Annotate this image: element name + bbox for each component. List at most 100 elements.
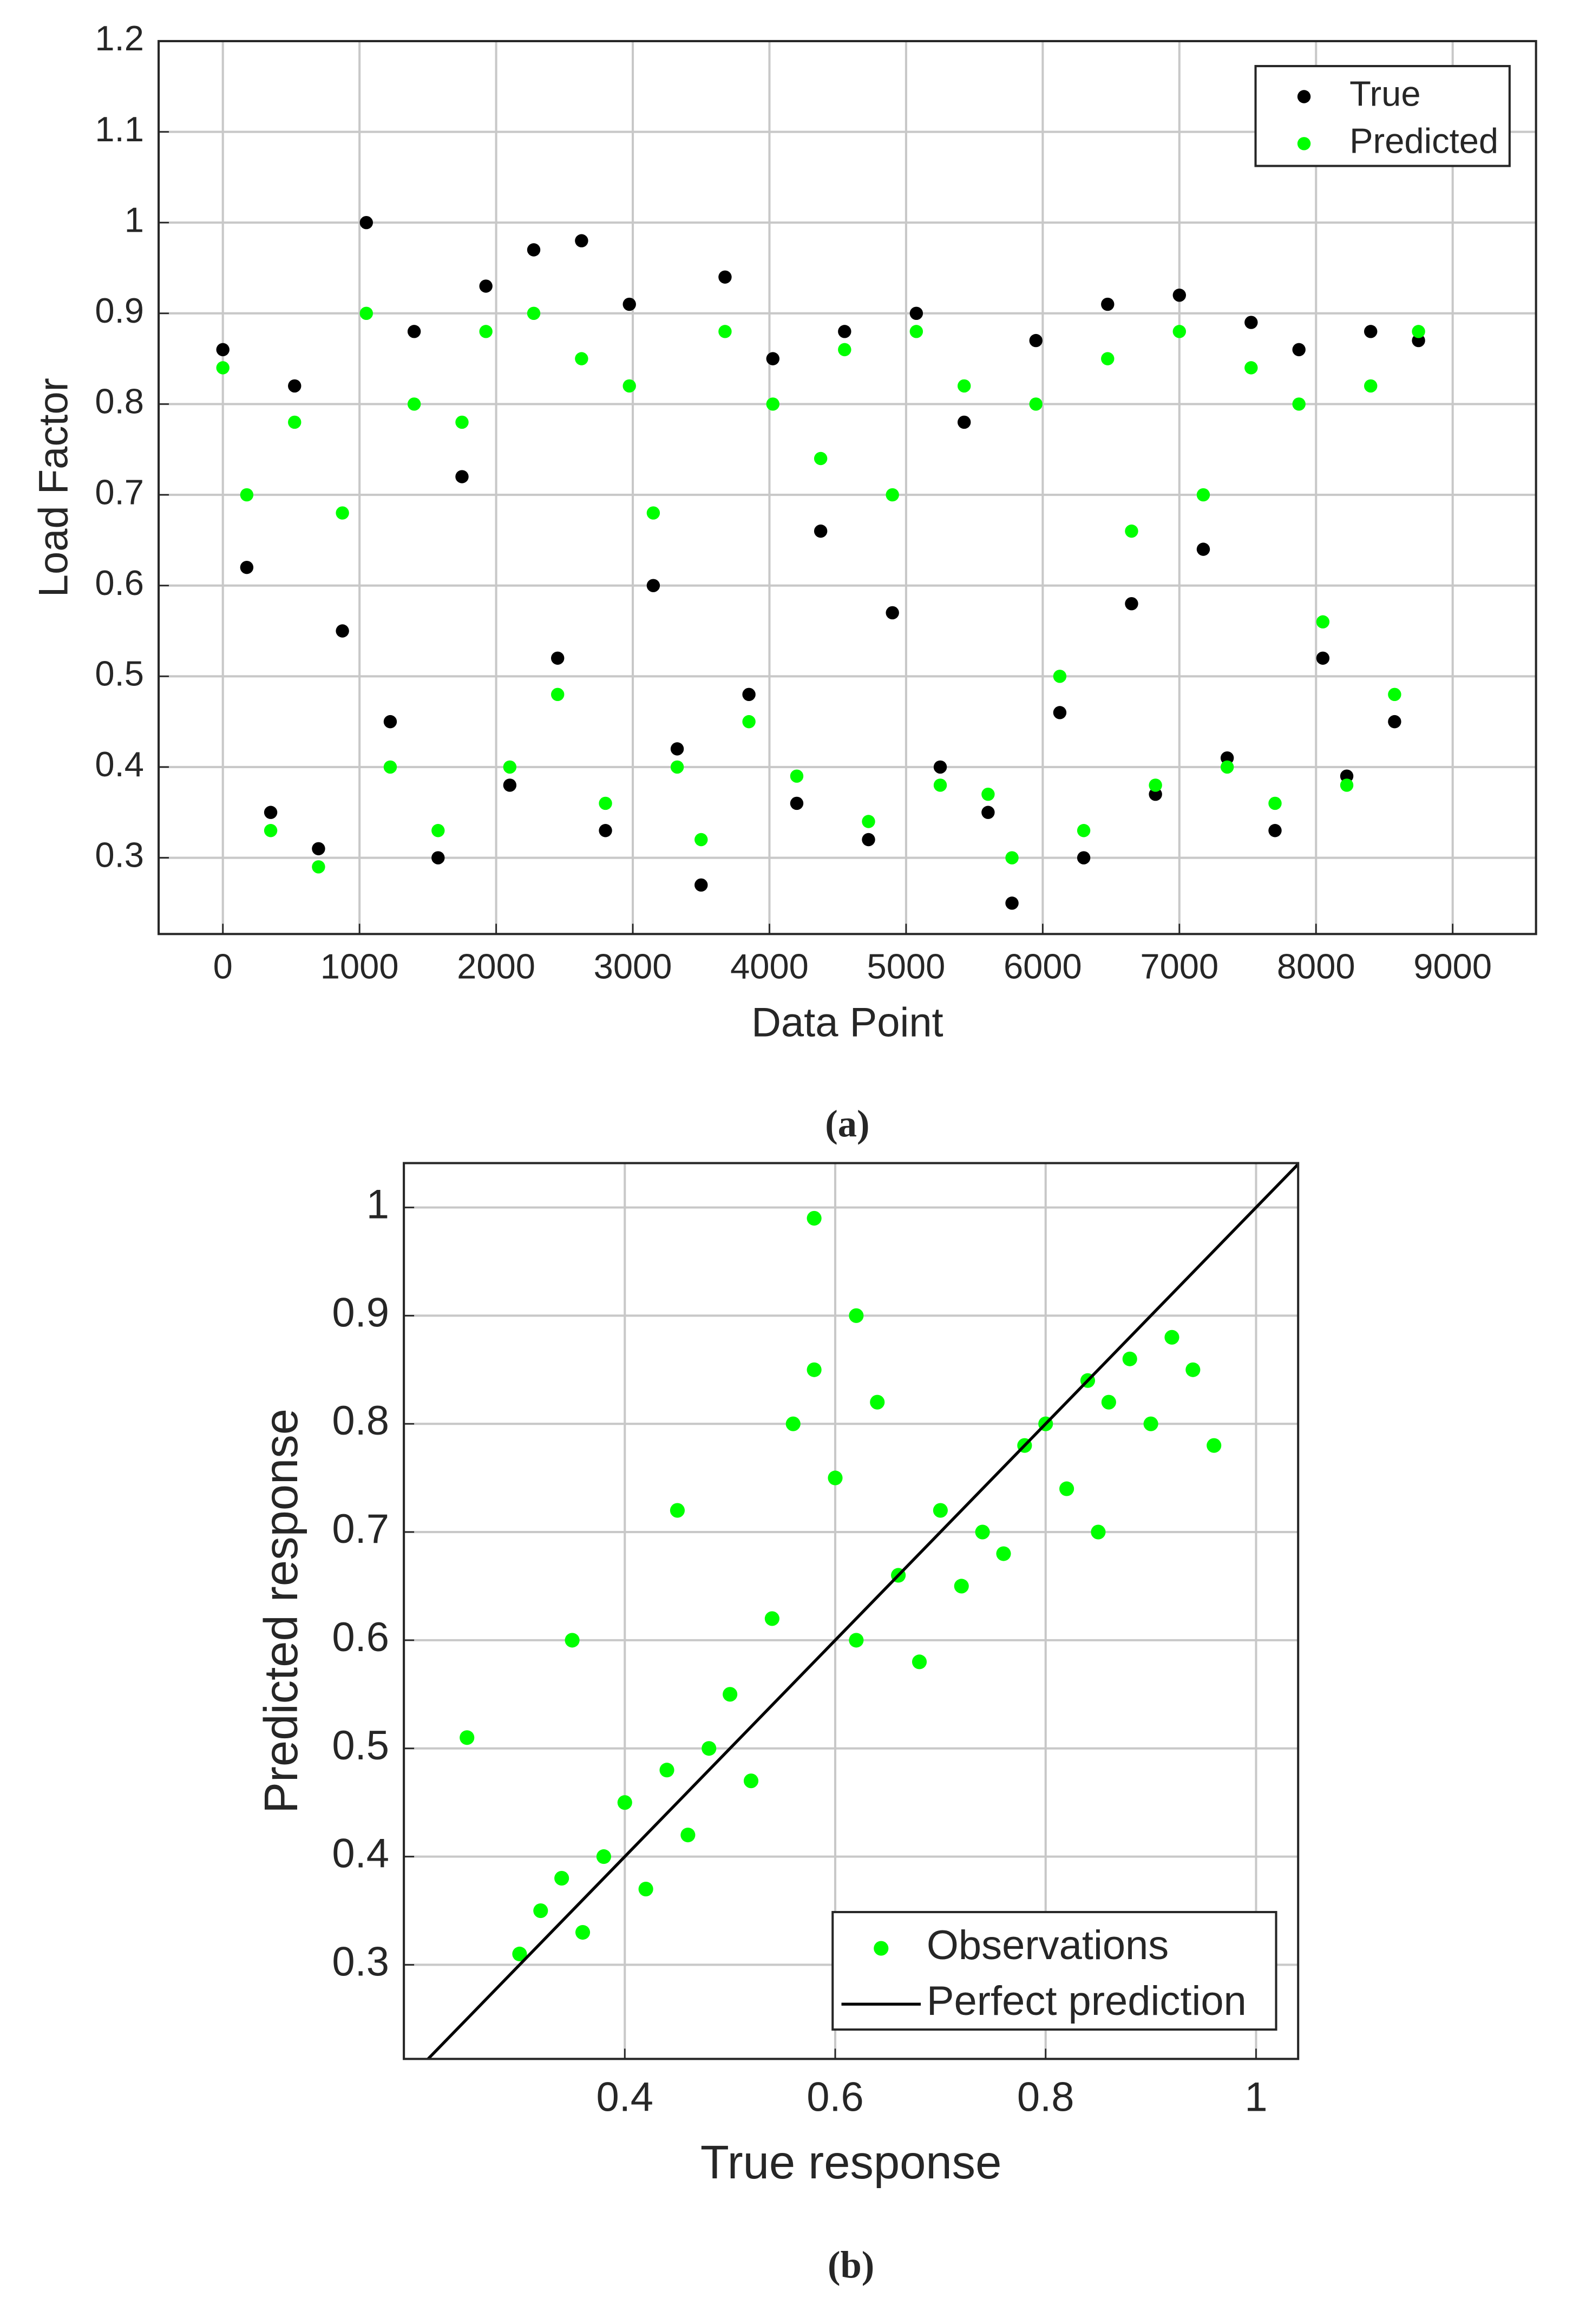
point [512,1946,527,1962]
point [1149,787,1162,801]
y-tick-label: 0.7 [95,472,143,512]
point [659,1763,674,1778]
point [1077,851,1091,865]
point [954,1579,969,1594]
point [807,1362,822,1377]
point [312,842,325,855]
line [426,1163,1299,2059]
x-tick-label: 2000 [457,947,535,986]
point [240,560,254,574]
x-axis-label: True response [700,2136,1001,2189]
point [1196,542,1210,556]
point [359,306,373,320]
legend-marker [1297,90,1311,103]
x-tick-label: 9000 [1413,947,1492,986]
y-tick-label: 0.7 [332,1506,389,1552]
point [1029,397,1043,411]
x-axis-label: Data Point [751,1000,943,1046]
point [1143,1416,1158,1431]
plot-area [159,41,1536,934]
point [790,769,804,783]
point [1364,325,1378,338]
point [460,1730,475,1745]
point [599,796,612,810]
point [503,760,517,774]
point [975,1524,990,1540]
point [527,306,541,320]
x-tick-label: 5000 [867,947,946,986]
point [1316,651,1330,665]
point [1268,824,1282,837]
point [533,1903,548,1919]
point [886,488,899,502]
y-tick-label: 0.5 [95,654,143,693]
point [240,488,254,502]
point [862,815,875,828]
point [431,824,445,837]
caption: (b) [828,2244,874,2286]
point [1316,615,1330,629]
x-tick-label: 8000 [1277,947,1355,986]
point [1101,352,1115,365]
point [646,506,660,520]
point [1125,524,1138,538]
point [383,760,397,774]
x-tick-label: 0.6 [807,2074,864,2120]
point [216,361,230,375]
point [599,824,612,837]
y-axis-label: Predicted response [255,1409,307,1814]
point [933,1503,948,1518]
point [622,379,636,393]
point [264,824,278,837]
point [1053,670,1067,683]
point [958,415,971,429]
point [981,787,995,801]
point [264,806,278,819]
y-tick-label: 0.4 [332,1831,389,1877]
point [814,524,828,538]
point [1164,1330,1179,1345]
y-axis-label: Load Factor [30,378,76,597]
point [575,352,588,365]
x-tick-label: 0.8 [1017,2074,1074,2120]
point [1149,778,1162,792]
y-tick-label: 1 [124,200,144,239]
point [743,1773,759,1789]
point [909,325,923,338]
point [1292,343,1306,357]
legend-label: Observations [927,1922,1169,1968]
point [785,1416,801,1431]
x-tick-label: 3000 [594,947,672,986]
y-tick-label: 1 [366,1182,389,1228]
point [646,579,660,592]
point [1220,760,1234,774]
point [1091,1524,1106,1540]
point [933,760,947,774]
y-tick-label: 0.5 [332,1723,389,1769]
point [359,215,373,230]
x-tick-label: 7000 [1140,947,1218,986]
point [814,451,828,466]
axes-box [403,1162,1300,2060]
x-tick-label: 1 [1244,2074,1267,2120]
point [764,1611,779,1626]
point [670,760,684,774]
point [1005,851,1019,865]
point [596,1849,611,1864]
point [718,325,732,338]
point [828,1470,843,1485]
y-tick-label: 0.8 [332,1398,389,1444]
point [1077,824,1091,837]
y-tick-label: 0.8 [95,382,143,421]
point [838,325,851,338]
point [554,1871,569,1886]
point [455,415,469,429]
point [742,715,756,729]
point [718,270,732,284]
x-tick-label: 0.4 [596,2074,653,2120]
caption: (a) [825,1103,869,1145]
point [550,651,565,665]
x-tick-label: 0 [213,947,233,986]
